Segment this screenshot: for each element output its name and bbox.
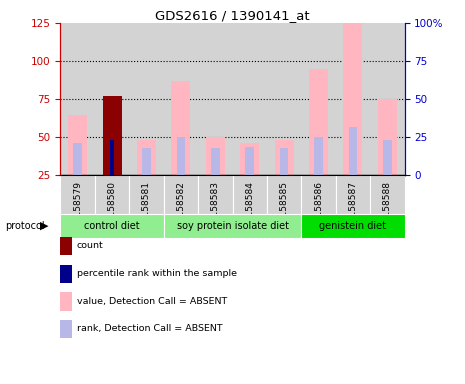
Bar bbox=[349, 127, 357, 175]
Bar bbox=[275, 141, 293, 175]
Text: count: count bbox=[77, 241, 104, 250]
Bar bbox=[267, 175, 301, 214]
Bar bbox=[142, 148, 151, 175]
Bar bbox=[177, 137, 185, 175]
Title: GDS2616 / 1390141_at: GDS2616 / 1390141_at bbox=[155, 9, 310, 22]
Bar bbox=[336, 23, 370, 175]
Bar bbox=[309, 69, 328, 175]
Bar bbox=[267, 23, 301, 175]
Bar bbox=[73, 144, 82, 175]
Bar bbox=[301, 23, 336, 175]
Text: ▶: ▶ bbox=[40, 221, 48, 231]
Bar bbox=[108, 141, 116, 175]
Text: GSM158582: GSM158582 bbox=[176, 181, 186, 236]
Bar bbox=[103, 96, 121, 175]
Bar bbox=[164, 23, 198, 175]
Text: protocol: protocol bbox=[5, 221, 44, 231]
Bar bbox=[137, 141, 156, 175]
Text: GSM158588: GSM158588 bbox=[383, 181, 392, 236]
Text: soy protein isolate diet: soy protein isolate diet bbox=[177, 221, 288, 231]
Text: GSM158585: GSM158585 bbox=[279, 181, 289, 236]
Bar bbox=[240, 144, 259, 175]
Bar bbox=[198, 23, 232, 175]
Text: rank, Detection Call = ABSENT: rank, Detection Call = ABSENT bbox=[77, 324, 222, 333]
Bar bbox=[378, 99, 397, 175]
Bar bbox=[68, 114, 87, 175]
Bar bbox=[336, 175, 370, 214]
Text: GSM158587: GSM158587 bbox=[348, 181, 358, 236]
Bar bbox=[103, 96, 121, 175]
Bar bbox=[110, 141, 114, 175]
Text: GSM158580: GSM158580 bbox=[107, 181, 117, 236]
Text: value, Detection Call = ABSENT: value, Detection Call = ABSENT bbox=[77, 296, 227, 306]
Bar bbox=[198, 175, 232, 214]
Bar bbox=[164, 175, 198, 214]
Bar bbox=[301, 175, 336, 214]
Text: GSM158579: GSM158579 bbox=[73, 181, 82, 236]
Text: GSM158581: GSM158581 bbox=[142, 181, 151, 236]
Bar bbox=[370, 175, 405, 214]
Text: GSM158584: GSM158584 bbox=[245, 181, 254, 236]
Bar bbox=[172, 81, 190, 175]
Bar bbox=[60, 214, 164, 238]
Bar bbox=[301, 214, 405, 238]
Bar bbox=[344, 23, 362, 175]
Text: percentile rank within the sample: percentile rank within the sample bbox=[77, 269, 237, 278]
Bar bbox=[211, 148, 219, 175]
Bar bbox=[129, 23, 164, 175]
Bar bbox=[60, 175, 95, 214]
Bar bbox=[95, 23, 129, 175]
Text: GSM158586: GSM158586 bbox=[314, 181, 323, 236]
Bar bbox=[206, 137, 225, 175]
Bar bbox=[60, 23, 95, 175]
Bar bbox=[232, 175, 267, 214]
Bar bbox=[232, 23, 267, 175]
Bar bbox=[164, 214, 301, 238]
Text: GSM158583: GSM158583 bbox=[211, 181, 220, 236]
Bar bbox=[370, 23, 405, 175]
Bar bbox=[314, 137, 323, 175]
Text: control diet: control diet bbox=[84, 221, 140, 231]
Bar bbox=[383, 141, 392, 175]
Bar bbox=[129, 175, 164, 214]
Bar bbox=[246, 147, 254, 175]
Text: genistein diet: genistein diet bbox=[319, 221, 386, 231]
Bar bbox=[280, 148, 288, 175]
Bar bbox=[95, 175, 129, 214]
